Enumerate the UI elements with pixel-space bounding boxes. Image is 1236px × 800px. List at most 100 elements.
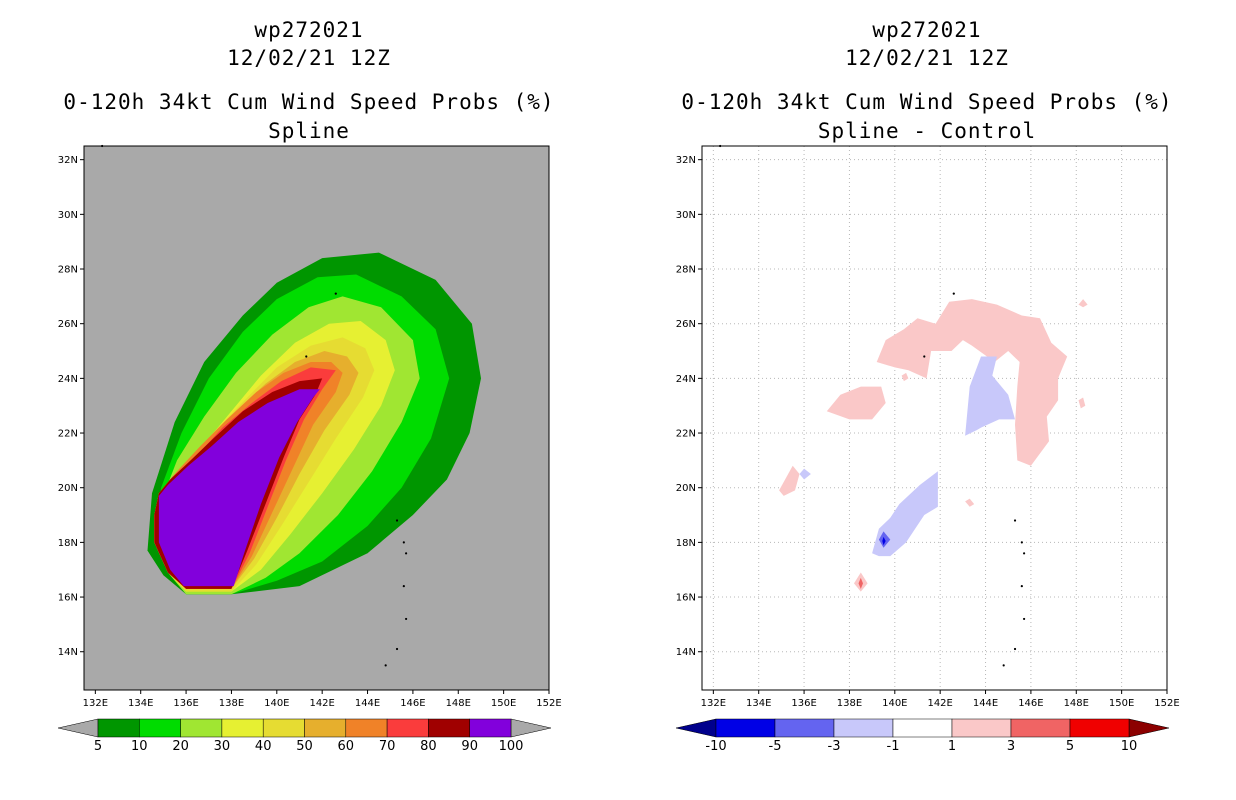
right-title-storm: wp272021 — [872, 18, 982, 42]
right-ytick-label: 14N — [676, 647, 696, 658]
left-colorbar-swatch-9 — [469, 718, 512, 738]
right-contour-1-3 — [965, 498, 975, 507]
left-island-4 — [404, 552, 408, 555]
left-island-0 — [334, 292, 337, 295]
left-xtick-label: 132E — [83, 698, 108, 709]
right-contour-1-2 — [779, 465, 800, 496]
right-xtick-label: 152E — [1154, 698, 1179, 709]
right-panel: wp272021 12/02/21 12Z 0-120h 34kt Cum Wi… — [618, 0, 1236, 800]
right-title-method: Spline - Control — [817, 119, 1037, 143]
left-island-8 — [384, 664, 387, 667]
left-colorbar-label: 80 — [420, 739, 437, 754]
right-colorbar-swatch-2 — [833, 718, 894, 738]
right-xtick-label: 144E — [973, 698, 998, 709]
left-island-2 — [395, 519, 399, 522]
left-colorbar-over-arrow — [510, 718, 552, 738]
left-xtick-label: 150E — [491, 698, 516, 709]
left-colorbar-swatch-2 — [180, 718, 223, 738]
right-colorbar-label: 3 — [1007, 739, 1015, 754]
right-contour-1-4 — [901, 372, 909, 382]
right-ytick-label: 28N — [676, 265, 696, 276]
left-colorbar-label: 50 — [296, 739, 313, 754]
left-map-chart: 132E 134E 136E 138E 140E 142E 144E 146E 148E 150E… — [58, 144, 562, 754]
right-title-time: 12/02/21 12Z — [845, 46, 1009, 70]
left-ytick-label: 24N — [58, 374, 78, 385]
left-colorbar-swatch-5 — [304, 718, 347, 738]
right-ytick-label: 26N — [676, 319, 696, 330]
right-title-product: 0-120h 34kt Cum Wind Speed Probs (%) — [681, 90, 1173, 114]
right-contour-neg1-9 — [965, 356, 1015, 436]
right-island-8 — [1002, 664, 1005, 667]
left-title-method: Spline — [268, 119, 350, 143]
left-ytick-label: 20N — [58, 483, 78, 494]
left-ytick-label: 28N — [58, 265, 78, 276]
right-colorbar-label: 1 — [948, 739, 956, 754]
right-island-7 — [1013, 647, 1017, 651]
right-contour-neg1-10 — [872, 471, 938, 557]
left-xtick-label: 148E — [446, 698, 471, 709]
right-ytick-label: 18N — [676, 538, 696, 549]
left-xtick-label: 140E — [264, 698, 289, 709]
left-xtick-label: 134E — [128, 698, 153, 709]
right-colorbar-swatch-6 — [1069, 718, 1130, 738]
left-xtick-label: 138E — [219, 698, 244, 709]
left-ytick-label: 26N — [58, 319, 78, 330]
left-island-3 — [402, 541, 405, 544]
right-ytick-label: 20N — [676, 483, 696, 494]
left-colorbar-label: 10 — [131, 739, 148, 754]
right-colorbar-label: -3 — [828, 739, 841, 754]
right-ytick-label: 24N — [676, 374, 696, 385]
left-colorbar-label: 90 — [461, 739, 478, 754]
left-colorbar-swatch-3 — [221, 718, 264, 738]
right-xtick-label: 146E — [1018, 698, 1043, 709]
right-contour-1-5 — [1078, 397, 1086, 409]
right-colorbar-swatch-5 — [1010, 718, 1071, 738]
left-title-storm: wp272021 — [254, 18, 364, 42]
left-xtick-label: 144E — [355, 698, 380, 709]
right-plot-background — [702, 146, 1167, 690]
left-colorbar-swatch-8 — [428, 718, 470, 738]
right-plot-frame — [701, 145, 1168, 691]
left-ytick-label: 18N — [58, 538, 78, 549]
right-colorbar-swatch-0 — [715, 718, 776, 738]
right-contour-1-6 — [1078, 299, 1088, 308]
left-colorbar-swatch-6 — [345, 718, 388, 738]
left-ytick-label: 30N — [58, 210, 78, 221]
left-colorbar-swatch-7 — [386, 718, 429, 738]
left-colorbar-swatch-1 — [139, 718, 181, 738]
left-island-5 — [402, 585, 405, 588]
right-island-5 — [1020, 585, 1023, 588]
right-xtick-label: 132E — [701, 698, 726, 709]
left-xtick-label: 152E — [536, 698, 561, 709]
right-colorbar-label: 5 — [1066, 739, 1074, 754]
right-colorbar-label: -1 — [887, 739, 900, 754]
right-colorbar-label: -5 — [769, 739, 782, 754]
left-ytick-label: 16N — [58, 593, 78, 604]
right-colorbar-label: 10 — [1121, 739, 1138, 754]
left-ytick-label: 22N — [58, 429, 78, 440]
left-panel: wp272021 12/02/21 12Z 0-120h 34kt Cum Wi… — [58, 18, 562, 754]
right-ytick-label: 16N — [676, 593, 696, 604]
left-colorbar-swatch-4 — [262, 718, 305, 738]
right-island-0 — [952, 292, 955, 295]
left-island-6 — [404, 617, 408, 621]
right-colorbar-swatch-3 — [892, 718, 953, 738]
right-xtick-label: 148E — [1064, 698, 1089, 709]
left-island-7 — [395, 647, 399, 651]
right-ytick-label: 30N — [676, 210, 696, 221]
left-colorbar-label: 60 — [338, 739, 355, 754]
right-contour-neg1-11 — [799, 468, 811, 480]
right-xtick-label: 134E — [746, 698, 771, 709]
right-island-6 — [1022, 617, 1026, 621]
left-xtick-label: 136E — [173, 698, 198, 709]
left-colorbar-label: 100 — [499, 739, 524, 754]
right-xtick-label: 136E — [791, 698, 816, 709]
right-ytick-label: 32N — [676, 155, 696, 166]
right-colorbar-label: -10 — [705, 739, 726, 754]
right-contour-3-8 — [858, 577, 863, 589]
left-contour-90-9 — [158, 389, 320, 587]
left-island-1 — [305, 355, 308, 358]
right-contour-neg5-13 — [882, 536, 886, 546]
right-contour-1-0 — [876, 299, 1068, 466]
left-ytick-label: 32N — [58, 155, 78, 166]
